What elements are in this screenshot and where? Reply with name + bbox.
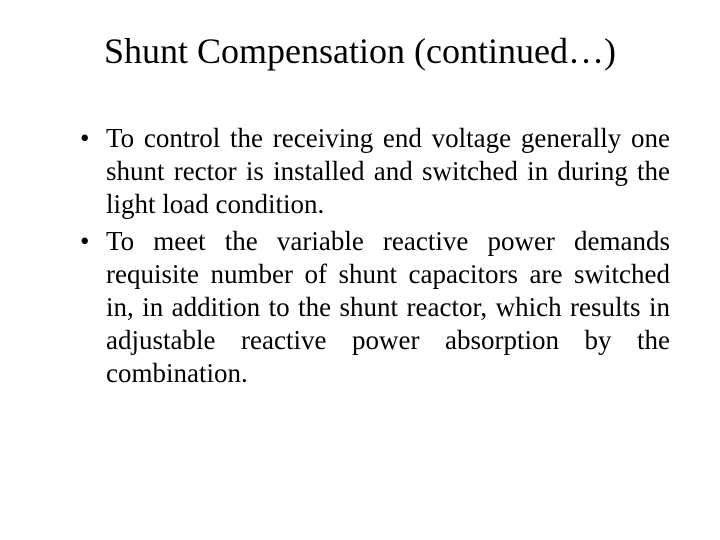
bullet-item: To control the receiving end voltage gen… <box>80 122 670 221</box>
bullet-item: To meet the variable reactive power dema… <box>80 225 670 390</box>
bullet-list: To control the receiving end voltage gen… <box>50 122 670 390</box>
slide-title: Shunt Compensation (continued…) <box>50 20 670 72</box>
